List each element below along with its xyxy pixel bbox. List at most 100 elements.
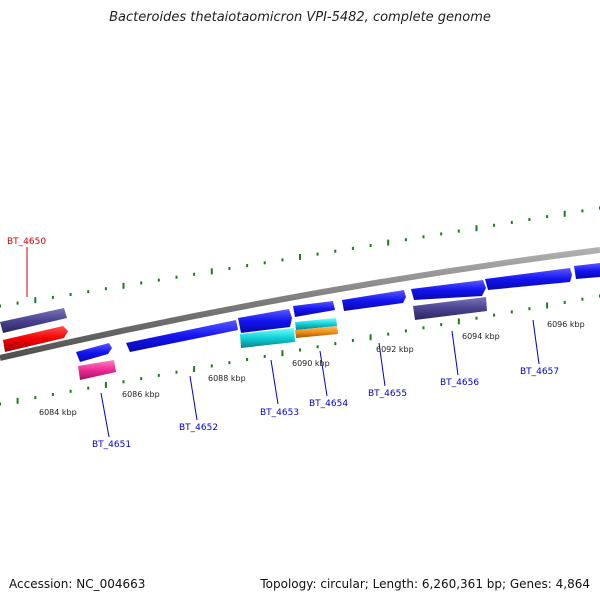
minor-tick <box>493 223 496 227</box>
minor-tick <box>263 354 266 358</box>
gene-block-next[interactable] <box>574 263 600 279</box>
minor-tick <box>351 246 354 250</box>
scale-label: 6084 kbp <box>39 408 77 417</box>
minor-tick <box>510 220 513 224</box>
gene-leader-lines <box>26 247 540 438</box>
gene-block-bt-4657[interactable] <box>485 268 572 290</box>
scale-label: 6086 kbp <box>122 390 160 399</box>
major-tick <box>210 268 213 275</box>
gene-block-bt-4656[interactable] <box>413 297 487 320</box>
gene-label-bt-4652[interactable]: BT_4652 <box>179 423 218 433</box>
minor-tick <box>404 238 407 242</box>
leader-line-bt-4655 <box>378 342 386 387</box>
gene-label-bt-4653[interactable]: BT_4653 <box>260 408 299 418</box>
minor-tick <box>440 232 443 236</box>
gene-label-bt-4657[interactable]: BT_4657 <box>520 367 559 377</box>
gene-label-bt-4650[interactable]: BT_4650 <box>7 237 46 247</box>
major-tick <box>34 297 37 304</box>
gene-blocks <box>0 263 600 380</box>
minor-tick <box>34 396 37 400</box>
minor-tick <box>140 281 143 285</box>
minor-tick <box>157 373 160 377</box>
leader-line-bt-4654 <box>319 350 328 397</box>
major-tick <box>457 318 460 325</box>
genome-title: Bacteroides thetaiotaomicron VPI-5482, c… <box>109 10 491 25</box>
gene-block-bt-4653-upper[interactable] <box>238 309 292 333</box>
scale-label: 6090 kbp <box>292 359 330 368</box>
minor-tick <box>422 235 425 239</box>
gene-block-bt-4651[interactable] <box>76 343 112 362</box>
scale-label: 6094 kbp <box>462 332 500 341</box>
gene-block-bt-4653[interactable] <box>240 328 295 348</box>
minor-tick <box>422 326 425 330</box>
minor-tick <box>299 348 301 352</box>
gene-block-bt-4654-upper[interactable] <box>293 301 335 317</box>
major-tick <box>299 254 301 260</box>
minor-tick <box>510 310 513 314</box>
major-tick <box>16 397 19 404</box>
major-tick <box>475 225 478 232</box>
minor-tick <box>263 261 266 265</box>
scale-labels: 6084 kbp 6086 kbp 6088 kbp 6090 kbp 6092… <box>39 320 585 417</box>
major-tick <box>281 350 284 357</box>
minor-tick <box>246 358 249 361</box>
minor-tick <box>457 229 460 233</box>
minor-tick <box>122 380 125 384</box>
minor-tick <box>563 300 566 304</box>
major-tick <box>546 302 549 309</box>
minor-tick <box>69 293 72 296</box>
gene-label-bt-4651[interactable]: BT_4651 <box>92 440 131 450</box>
gene-label-bt-4654[interactable]: BT_4654 <box>309 399 348 409</box>
gene-block-bt-4652[interactable] <box>126 320 238 352</box>
minor-tick <box>493 313 496 317</box>
minor-tick <box>140 377 143 381</box>
minor-tick <box>157 278 160 282</box>
gene-label-bt-4655[interactable]: BT_4655 <box>368 389 407 399</box>
gene-block-bt-4651-lower[interactable] <box>78 360 116 380</box>
minor-tick <box>175 370 178 374</box>
leader-line-bt-4657 <box>532 319 540 365</box>
leader-line-bt-4653 <box>270 359 279 405</box>
minor-tick <box>51 295 54 299</box>
gene-block-bt-4654[interactable] <box>295 326 338 338</box>
minor-tick <box>334 249 337 253</box>
minor-tick <box>16 301 19 305</box>
gene-block-bt-4650-upper[interactable] <box>0 308 67 333</box>
minor-tick <box>0 304 1 308</box>
leader-line-bt-4651 <box>100 392 110 438</box>
minor-tick <box>369 244 372 247</box>
major-tick <box>193 366 196 373</box>
minor-tick <box>334 342 337 346</box>
scale-label: 6088 kbp <box>208 374 246 383</box>
gene-block-bt-4655[interactable] <box>342 290 406 311</box>
leader-line-bt-4652 <box>189 375 198 421</box>
genome-backbone <box>0 247 600 361</box>
minor-tick <box>581 297 584 301</box>
minor-tick <box>228 361 231 365</box>
major-tick <box>563 210 566 217</box>
minor-tick <box>87 386 90 390</box>
minor-tick <box>528 307 531 311</box>
gene-labels: BT_4650 BT_4651 BT_4652 BT_4653 BT_4654 … <box>7 237 559 450</box>
minor-tick <box>316 252 319 256</box>
minor-tick <box>69 389 72 393</box>
minor-tick <box>193 272 196 276</box>
minor-tick <box>51 393 54 396</box>
minor-tick <box>440 323 443 327</box>
gene-block-bt-4650[interactable] <box>3 326 68 352</box>
minor-tick <box>581 209 584 213</box>
minor-tick <box>246 264 249 268</box>
minor-tick <box>316 345 319 349</box>
leader-line-bt-4656 <box>451 330 459 376</box>
minor-tick <box>475 316 478 320</box>
minor-tick <box>528 218 531 221</box>
minor-tick <box>104 287 107 291</box>
major-tick <box>369 334 372 341</box>
gene-block-bt-4656-upper[interactable] <box>411 280 486 300</box>
minor-tick <box>281 258 284 262</box>
gene-label-bt-4656[interactable]: BT_4656 <box>440 378 479 388</box>
accession-text: Accession: NC_004663 <box>9 577 146 591</box>
tick-row-upper <box>0 206 600 308</box>
